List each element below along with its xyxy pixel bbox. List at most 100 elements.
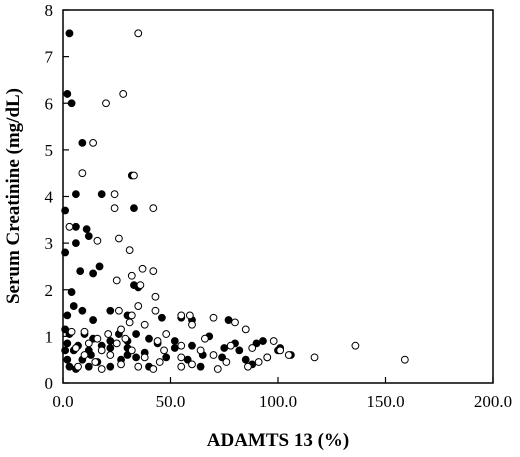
open-data-point [151, 292, 160, 301]
filled-data-point [162, 353, 171, 362]
open-data-point [84, 339, 93, 348]
open-data-point [149, 365, 158, 373]
open-data-point [121, 334, 130, 343]
open-data-point [97, 365, 106, 373]
open-data-point [276, 346, 285, 355]
open-data-point [188, 320, 196, 329]
x-tick-label: 0.0 [52, 392, 73, 411]
filled-data-point [97, 190, 106, 199]
open-data-point [177, 311, 186, 320]
filled-data-point [69, 302, 78, 310]
filled-data-point [95, 262, 104, 271]
x-tick-label: 150.0 [366, 392, 404, 411]
open-data-point [177, 341, 186, 350]
open-data-point [134, 302, 143, 310]
open-data-point [110, 190, 119, 199]
y-axis-title: Serum Creatinine (mg/dL) [3, 88, 24, 304]
filled-data-point [72, 222, 80, 231]
x-tick-label: 100.0 [259, 392, 297, 411]
open-data-point [269, 337, 278, 345]
filled-data-point [224, 316, 233, 324]
y-tick-label: 6 [45, 94, 54, 113]
open-data-point [112, 276, 121, 285]
open-data-point [91, 358, 100, 366]
open-data-point [201, 334, 209, 343]
open-data-point [134, 29, 143, 38]
open-data-point [117, 325, 125, 334]
y-tick-label: 4 [45, 188, 54, 207]
filled-data-point [63, 339, 72, 348]
x-tick-label: 200.0 [474, 392, 512, 411]
filled-data-point [89, 269, 97, 278]
filled-data-point [241, 355, 250, 364]
filled-data-point [61, 206, 70, 215]
open-data-point [188, 360, 196, 369]
open-data-point [127, 346, 136, 355]
open-data-point [106, 351, 115, 359]
filled-data-point [259, 337, 267, 345]
filled-data-point [106, 362, 115, 371]
open-data-point [254, 358, 263, 366]
open-data-point [130, 171, 138, 180]
filled-data-point [67, 288, 76, 296]
open-data-point [209, 351, 218, 359]
open-data-point [112, 339, 121, 348]
filled-data-point [145, 334, 153, 343]
open-data-point [231, 318, 239, 327]
open-data-point [153, 337, 162, 345]
open-data-point [134, 362, 143, 371]
filled-data-point [106, 337, 115, 345]
open-data-point [97, 346, 106, 355]
open-data-point [72, 344, 80, 352]
filled-data-point [63, 311, 72, 320]
y-tick-label: 3 [45, 234, 54, 253]
filled-data-point [61, 248, 70, 257]
filled-data-point [170, 337, 179, 345]
open-data-point [119, 90, 128, 98]
filled-data-point [67, 99, 76, 108]
open-data-point [80, 351, 89, 359]
filled-data-point [235, 346, 244, 355]
open-data-point [400, 355, 409, 364]
open-data-point [162, 330, 171, 338]
open-data-point [177, 353, 186, 362]
filled-data-point [84, 232, 93, 241]
open-data-point [310, 353, 319, 362]
filled-data-point [196, 362, 205, 371]
open-data-point [136, 281, 145, 289]
open-data-point [284, 351, 293, 359]
filled-data-point [63, 355, 72, 364]
open-data-point [80, 327, 89, 336]
open-data-point [140, 320, 149, 329]
open-data-point [244, 362, 252, 371]
open-data-point [177, 362, 186, 371]
open-data-point [226, 341, 235, 350]
filled-data-point [132, 353, 141, 362]
filled-data-point [72, 239, 80, 248]
filled-data-point [63, 90, 72, 98]
filled-data-point [72, 190, 80, 199]
filled-data-point [220, 344, 229, 352]
x-tick-label: 50.0 [156, 392, 186, 411]
open-data-point [115, 234, 123, 243]
y-tick-label: 7 [45, 48, 54, 67]
open-data-point [155, 358, 164, 366]
filled-data-point [78, 138, 87, 147]
open-data-point [351, 341, 360, 350]
y-tick-label: 8 [45, 1, 54, 20]
filled-data-point [106, 344, 115, 352]
filled-data-point [65, 362, 74, 371]
open-data-point [149, 204, 158, 213]
y-tick-label: 1 [45, 327, 54, 346]
open-data-point [78, 169, 87, 178]
open-data-point [263, 353, 272, 362]
open-data-point [125, 246, 134, 255]
open-data-point [93, 334, 102, 343]
open-data-point [125, 318, 134, 327]
filled-data-point [78, 306, 87, 315]
axis-ticks: 0.0 50.0 100.0 150.0 200.0 0 1 2 3 4 5 6 7 8 [45, 1, 513, 411]
filled-data-point [132, 330, 141, 338]
open-data-point [74, 362, 82, 371]
open-data-point [138, 264, 147, 273]
